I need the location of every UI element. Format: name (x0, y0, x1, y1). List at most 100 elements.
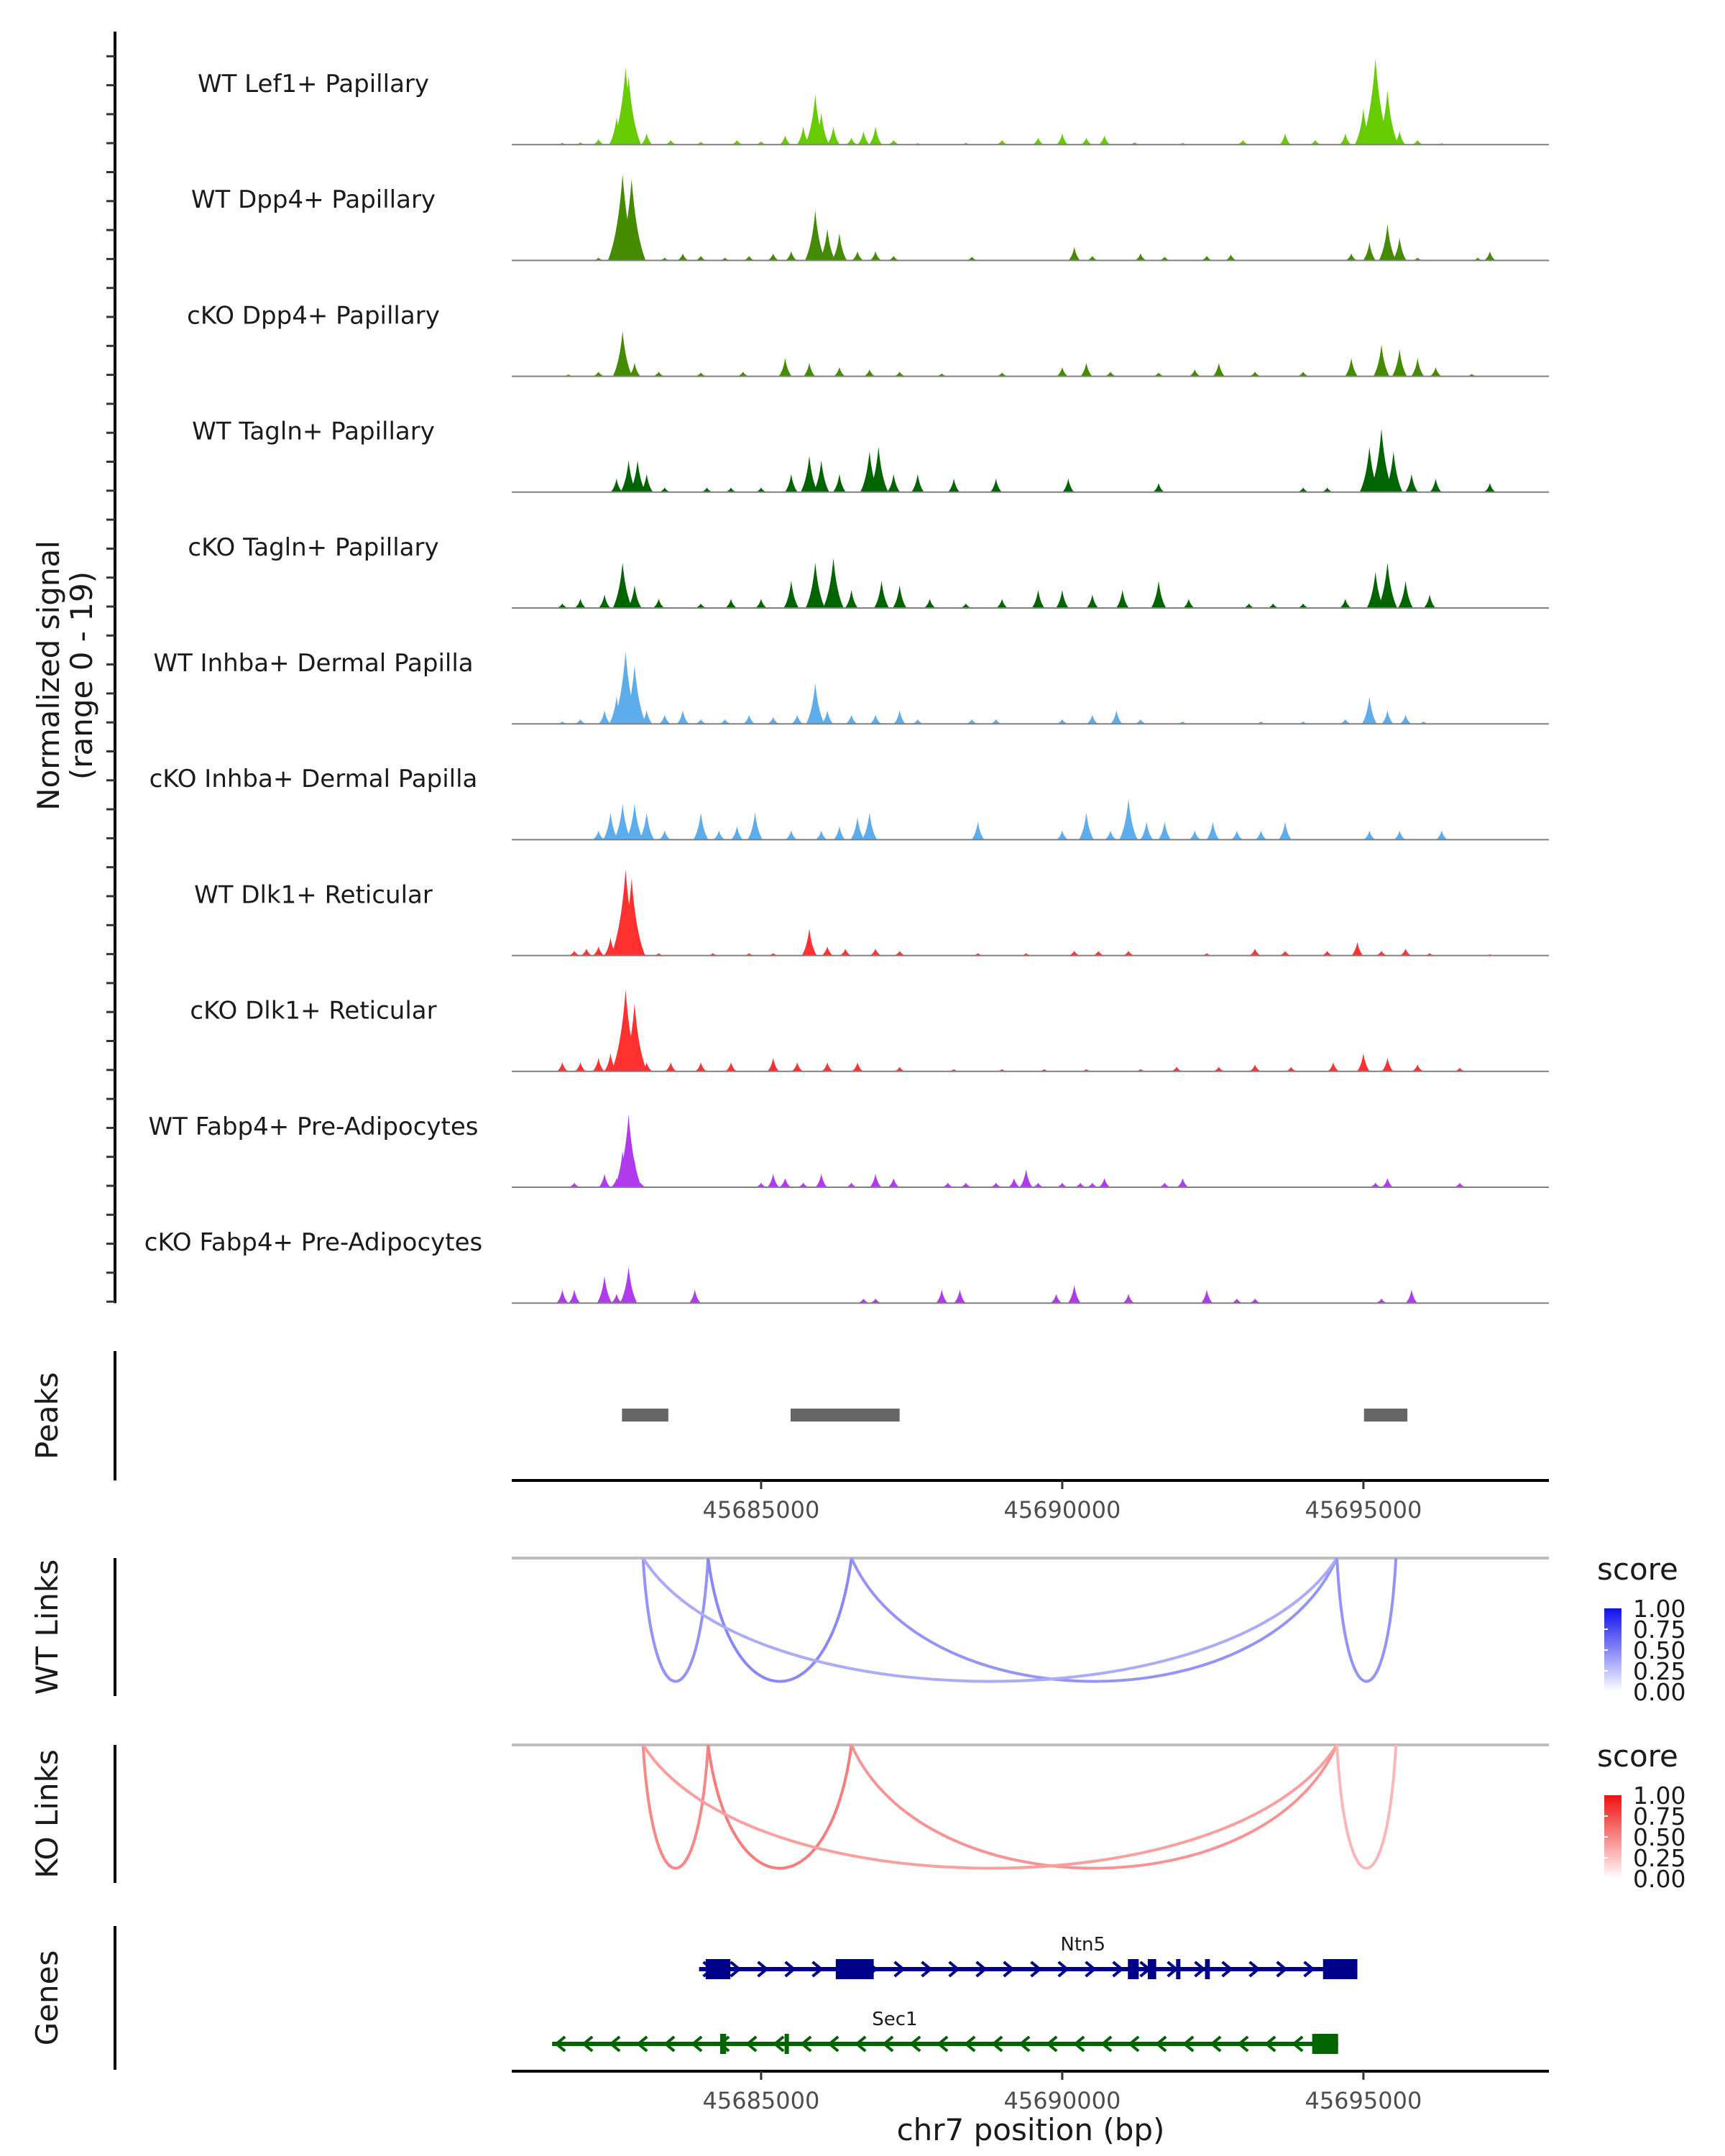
coverage-bin (640, 710, 653, 724)
strand-arrow (1003, 1961, 1015, 1978)
coverage-bin (1249, 949, 1261, 956)
coverage-bin (805, 210, 826, 261)
legend-tick-label: 0.00 (1633, 1865, 1685, 1893)
coverage-bin (924, 599, 936, 608)
coverage-bin (1366, 571, 1384, 608)
coverage-bin (1080, 137, 1092, 145)
coverage-bin (1430, 367, 1442, 377)
coverage-bin (1086, 1182, 1098, 1187)
strand-arrow (893, 1961, 906, 1978)
coverage-bin (1158, 821, 1172, 840)
gene-exon (1322, 1959, 1358, 1979)
coverage-bin (815, 830, 827, 840)
coverage-bin (1153, 372, 1164, 377)
gene-exon (1312, 2034, 1338, 2054)
track-label: WT Dlk1+ Reticular (194, 880, 433, 909)
coverage-bin (1159, 1182, 1171, 1187)
coverage-bin (767, 253, 779, 261)
link-arc (641, 1557, 1338, 1683)
coverage-bin (947, 478, 960, 492)
strand-arrow (757, 1961, 769, 1978)
coverage-bin (568, 1289, 581, 1304)
coverage-bin (1230, 830, 1243, 840)
coverage-bin (1119, 798, 1138, 840)
coverage-bin (1381, 710, 1394, 724)
coverage-bin (1381, 1178, 1394, 1187)
coverage-bin (803, 362, 816, 377)
coverage-bin (833, 367, 845, 377)
coverage-bin (1230, 1298, 1243, 1304)
coverage-bin (1153, 483, 1164, 492)
strand-arrow (964, 2035, 976, 2053)
coverage-ylabel-line1: Normalized signal (31, 540, 66, 811)
link-arc (1335, 1557, 1398, 1683)
coverage-bin (677, 253, 689, 261)
coverage-bin (693, 812, 709, 840)
coverage-bin (617, 878, 645, 956)
strand-arrow (1182, 2035, 1195, 2053)
peaks-panel: Peaks (29, 1351, 1408, 1480)
coverage-bin (1404, 474, 1418, 492)
strand-arrow (1194, 1961, 1206, 1978)
coverage-bin (574, 1062, 586, 1072)
coverage-bin (870, 251, 882, 261)
coverage-bin (1067, 1284, 1081, 1304)
coverage-bin (592, 1057, 604, 1072)
coverage-bin (971, 821, 985, 840)
coverage-bin (990, 719, 1002, 724)
coverage-track: cKO Inhba+ Dermal Papilla (150, 765, 1549, 841)
coverage-bin (1182, 599, 1195, 608)
coverage-bin (813, 113, 829, 145)
coverage-bin (640, 474, 653, 492)
coverage-bin (1381, 1057, 1394, 1072)
strand-arrow (800, 2035, 812, 2053)
strand-arrow (691, 2035, 703, 2053)
gene-name: Ntn5 (1060, 1934, 1105, 1955)
track-label: WT Fabp4+ Pre-Adipocytes (149, 1112, 479, 1141)
coverage-bin (893, 710, 906, 724)
coverage-bin (791, 1062, 804, 1072)
coverage-bin (822, 946, 834, 956)
strand-arrow (609, 2035, 621, 2053)
coverage-bin (737, 372, 749, 377)
coverage-bin (1110, 710, 1123, 724)
strand-arrow (909, 2035, 921, 2053)
coverage-bin (1356, 1053, 1370, 1072)
coverage-bin (1377, 562, 1397, 608)
coverage-bin (1363, 830, 1376, 840)
coverage-bin (1279, 133, 1291, 145)
coverage-bin (1384, 451, 1403, 492)
coverage-bin (1086, 256, 1098, 261)
coverage-bin (845, 589, 858, 608)
coverage-bin (1080, 362, 1092, 377)
peaks-label: Peaks (29, 1372, 65, 1460)
gene-exon (835, 1959, 874, 1979)
coverage-bin (893, 1067, 906, 1072)
track-label: WT Dpp4+ Papillary (191, 185, 436, 214)
coverage-bin (911, 719, 924, 724)
links-label: KO Links (29, 1749, 65, 1879)
x-axis-peaks: 45685000 45690000 45695000 (512, 1479, 1549, 1524)
link-arc (707, 1557, 853, 1683)
strand-arrow (554, 2035, 566, 2053)
coverage-bin (1062, 478, 1075, 492)
coverage-bin (665, 139, 677, 145)
strand-arrow (745, 2035, 758, 2053)
coverage-bin (1123, 1294, 1135, 1304)
coverage-bin (612, 562, 632, 608)
coverage-bin (1255, 830, 1267, 840)
legend-title: score (1597, 1738, 1678, 1774)
coverage-bin (1151, 581, 1167, 608)
coverage-bin (569, 951, 581, 956)
coverage-bin (888, 256, 900, 261)
coverage-bin (1116, 589, 1129, 608)
coverage-bin (701, 487, 713, 492)
coverage-bin (695, 1062, 707, 1072)
coverage-bin (893, 372, 906, 377)
coverage-bin (874, 581, 890, 608)
coverage-bin (1078, 812, 1094, 840)
coverage-bin (852, 1062, 863, 1072)
coverage-bin (658, 714, 671, 724)
coverage-bin (892, 585, 907, 608)
coverage-bin (857, 1298, 870, 1304)
